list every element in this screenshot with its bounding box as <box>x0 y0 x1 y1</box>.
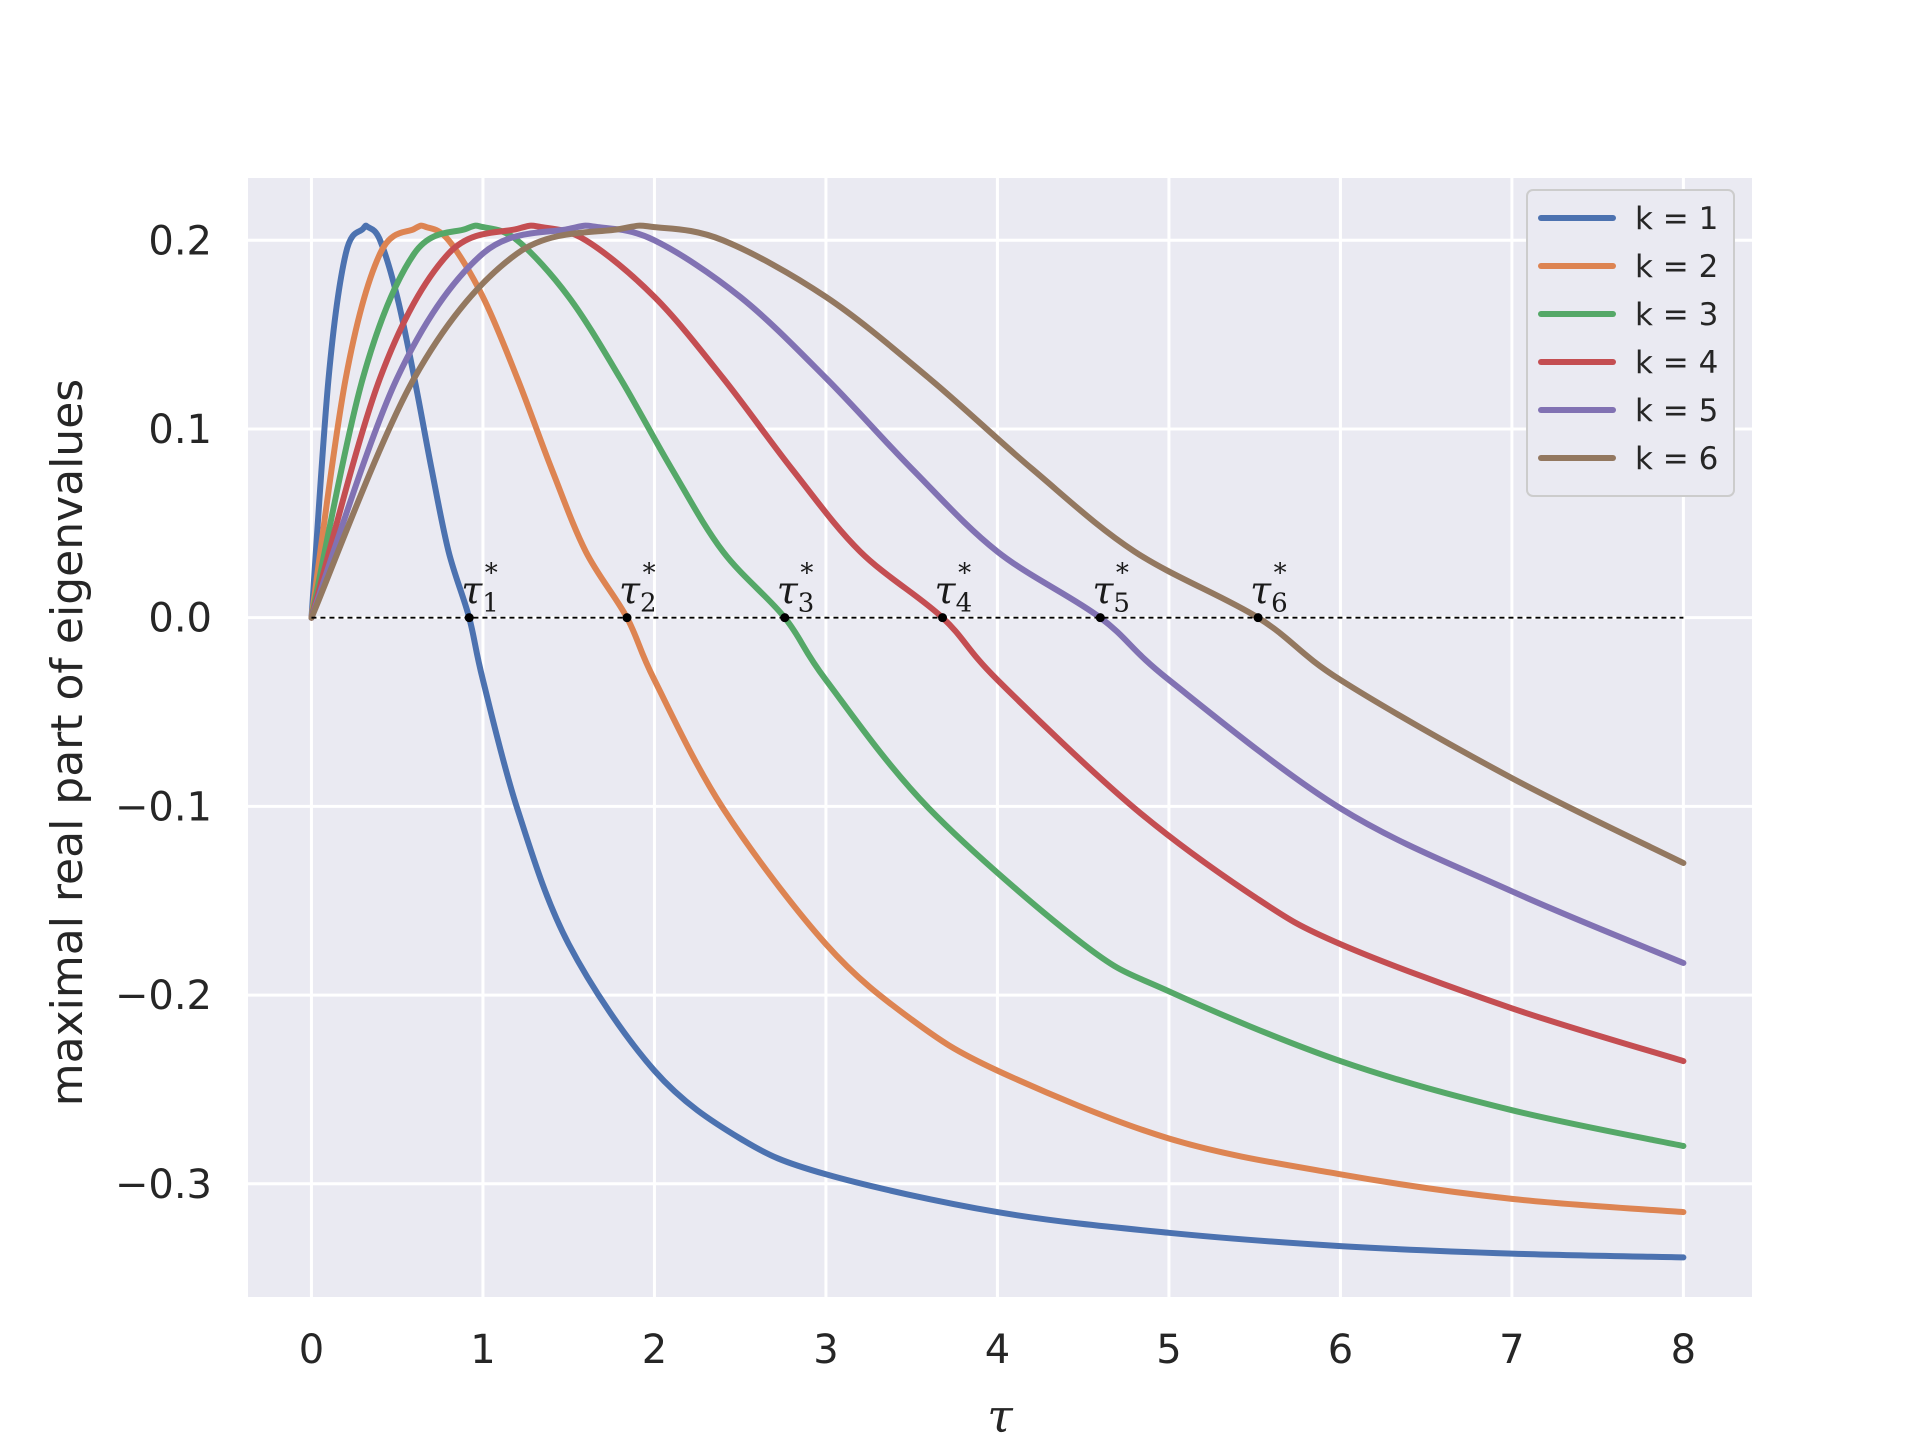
series-lines <box>308 222 1687 1261</box>
series-line-k4 <box>308 222 1687 1065</box>
series-line-k1 <box>308 222 1687 1261</box>
y-tick-label: −0.3 <box>115 1162 212 1208</box>
y-tick-label: 0.1 <box>148 407 212 453</box>
critical-point-6 <box>1253 613 1263 623</box>
annotations: τ1* τ2* τ3* τ4* τ5* τ6* <box>461 559 1288 623</box>
tau-label-3: τ3* <box>777 559 815 619</box>
series-line-k6 <box>308 222 1687 866</box>
x-tick-label: 2 <box>642 1327 667 1373</box>
legend-label-k2: k = 2 <box>1635 249 1718 285</box>
tau-label-1: τ1* <box>461 559 499 619</box>
series-line-k5 <box>308 222 1687 966</box>
y-tick-label: −0.1 <box>115 784 212 830</box>
legend-label-k4: k = 4 <box>1635 345 1718 381</box>
x-tick-label: 5 <box>1156 1327 1181 1373</box>
x-tick-label: 1 <box>470 1327 495 1373</box>
legend-label-k6: k = 6 <box>1635 441 1718 477</box>
tau-label-2: τ2* <box>619 559 657 619</box>
x-tick-label: 3 <box>813 1327 838 1373</box>
tick-labels: 0 1 2 3 4 5 6 7 8 0.2 0.1 0.0 −0.1 −0.2 −0.3 <box>115 218 1696 1373</box>
critical-point-3 <box>780 613 790 623</box>
x-tick-label: 0 <box>299 1327 324 1373</box>
x-axis-title: τ <box>987 1389 1014 1440</box>
x-tick-label: 6 <box>1328 1327 1353 1373</box>
y-axis-title: maximal real part of eigenvalues <box>42 379 93 1106</box>
series-line-k2 <box>308 222 1687 1216</box>
x-tick-label: 8 <box>1671 1327 1696 1373</box>
x-tick-label: 4 <box>985 1327 1010 1373</box>
legend-label-k5: k = 5 <box>1635 393 1718 429</box>
y-tick-label: 0.0 <box>148 596 212 642</box>
y-tick-label: −0.2 <box>115 973 212 1019</box>
critical-point-4 <box>938 613 948 623</box>
x-tick-label: 7 <box>1499 1327 1524 1373</box>
series-line-k3 <box>308 222 1687 1149</box>
legend-label-k3: k = 3 <box>1635 297 1718 333</box>
critical-point-2 <box>622 613 632 623</box>
tau-label-4: τ4* <box>935 559 973 619</box>
legend-label-k1: k = 1 <box>1635 201 1718 237</box>
legend: k = 1 k = 2 k = 3 k = 4 k = 5 k = 6 <box>1526 189 1735 497</box>
tau-label-5: τ5* <box>1092 559 1130 619</box>
critical-point-5 <box>1095 613 1105 623</box>
critical-point-1 <box>464 613 474 623</box>
tau-label-6: τ6* <box>1250 559 1288 619</box>
y-tick-label: 0.2 <box>148 218 212 264</box>
